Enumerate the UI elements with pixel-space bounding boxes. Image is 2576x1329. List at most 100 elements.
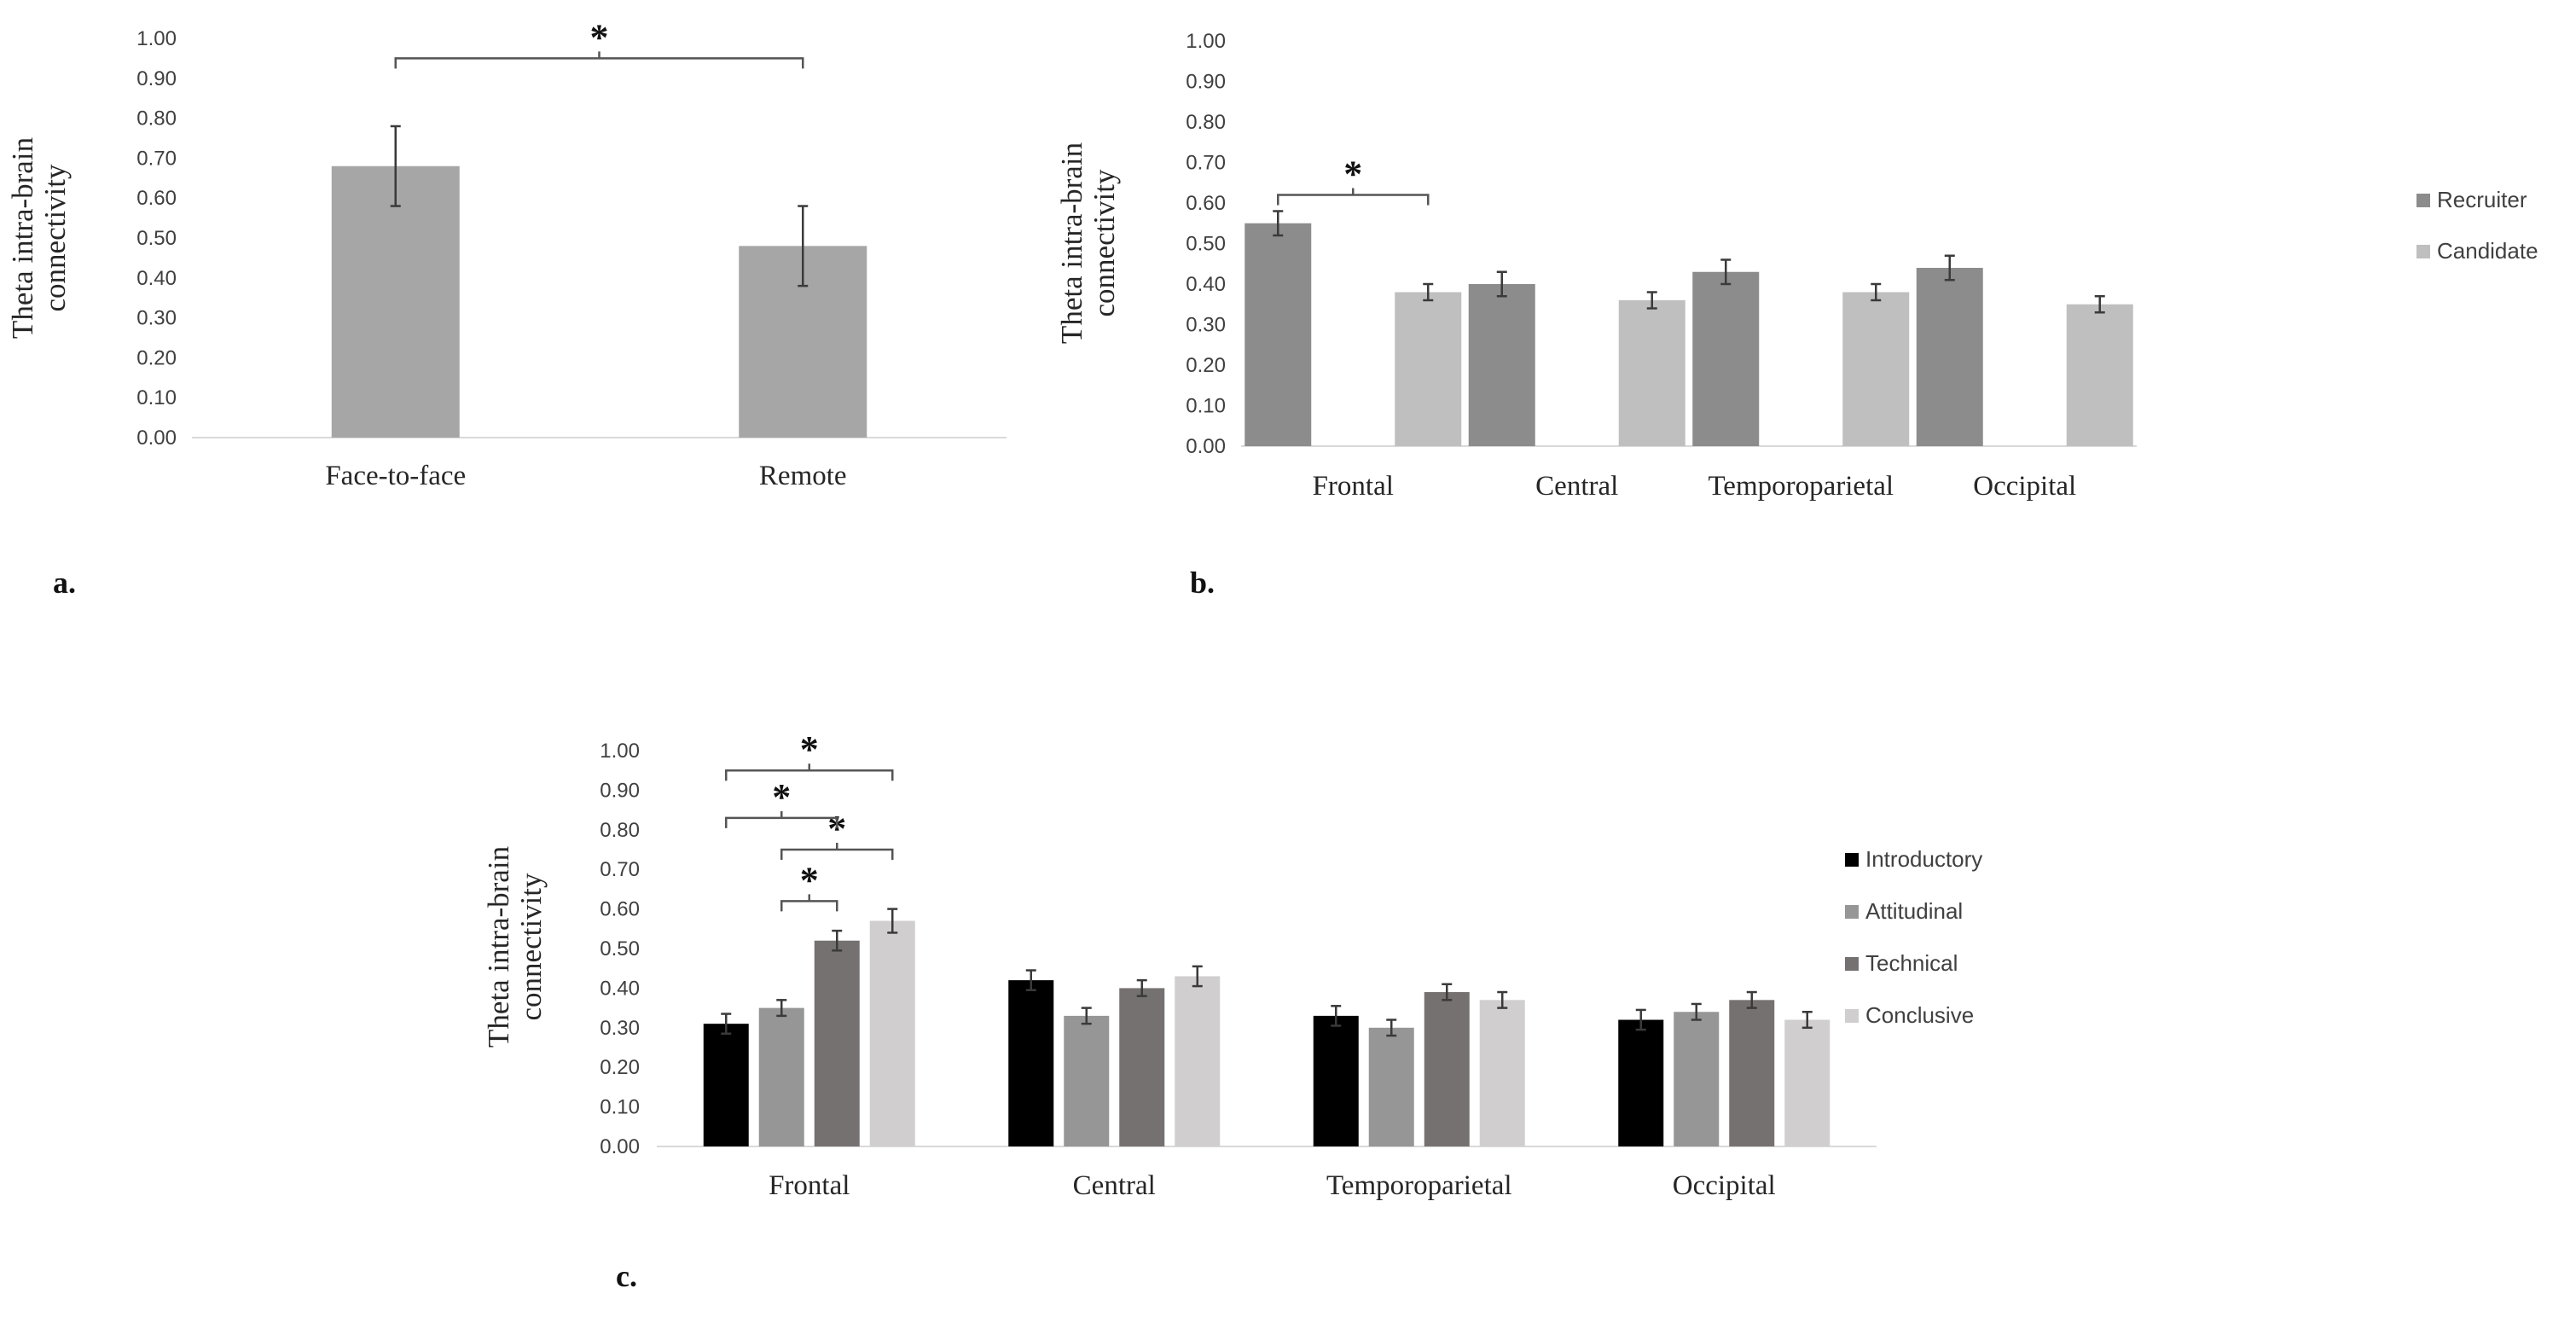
y-tick-label: 0.20 — [1186, 354, 1226, 377]
significance-bracket — [725, 810, 838, 828]
y-tick-label: 0.90 — [136, 67, 177, 90]
panel-label: b. — [1190, 566, 1215, 600]
y-tick-label: 0.50 — [1186, 233, 1226, 256]
bar-attitudinal — [1368, 1027, 1414, 1146]
bar-recruiter — [1244, 223, 1312, 446]
y-tick-label: 0.30 — [1186, 314, 1226, 337]
legend-swatch — [1845, 853, 1859, 867]
y-tick-label: 0.30 — [600, 1017, 640, 1040]
legend-label: Attitudinal — [1865, 898, 1963, 924]
legend-swatch — [1845, 957, 1859, 971]
legend-swatch — [2416, 245, 2430, 258]
bar-value — [331, 165, 460, 438]
y-axis-label: Theta intra-brainconnectivity — [1055, 142, 1121, 344]
bar-introductory — [703, 1024, 749, 1146]
y-tick-label: 0.70 — [1186, 152, 1226, 175]
y-tick-label: 1.00 — [600, 740, 640, 763]
legend-swatch — [1845, 905, 1859, 919]
legend-label: Conclusive — [1865, 1002, 1974, 1028]
bar-candidate — [1842, 292, 1910, 446]
significance-bracket — [780, 894, 838, 912]
x-category-label: Face-to-face — [325, 461, 466, 491]
chart-c: 0.00 0.10 0.20 0.30 0.40 0.50 0.60 0.70 0.80 0.90… — [482, 728, 1982, 1293]
x-category-label: Remote — [759, 461, 847, 491]
y-tick-label: 0.20 — [136, 346, 177, 369]
y-tick-label: 0.10 — [136, 386, 177, 409]
significance-bracket — [725, 763, 894, 781]
legend-label: Candidate — [2437, 238, 2538, 264]
y-tick-label: 0.00 — [600, 1135, 640, 1158]
y-axis-label-line: connectivity — [514, 873, 548, 1021]
y-tick-label: 0.10 — [600, 1096, 640, 1119]
significance-bracket — [394, 51, 804, 69]
y-tick-label: 0.30 — [136, 307, 177, 330]
y-tick-label: 1.00 — [1186, 30, 1226, 53]
x-category-label: Temporoparietal — [1326, 1170, 1512, 1201]
y-axis-label-line: Theta intra-brain — [482, 846, 515, 1048]
bar-candidate — [1395, 292, 1462, 446]
y-axis-label-line: Theta intra-brain — [6, 137, 39, 339]
x-category-label: Frontal — [1313, 471, 1394, 502]
bar-recruiter — [1916, 268, 1983, 446]
x-category-label: Central — [1535, 471, 1618, 502]
y-tick-label: 0.80 — [600, 819, 640, 842]
significance-star: * — [827, 808, 846, 850]
significance-star: * — [590, 16, 609, 58]
bar-candidate — [2066, 304, 2133, 446]
legend-label: Introductory — [1865, 846, 1982, 872]
x-category-label: Occipital — [1973, 471, 2076, 502]
y-tick-label: 0.50 — [600, 937, 640, 960]
bar-attitudinal — [1674, 1012, 1720, 1146]
bar-conclusive — [1175, 976, 1221, 1146]
significance-star: * — [800, 728, 819, 770]
chart-b: 0.00 0.10 0.20 0.30 0.40 0.50 0.60 0.70 0.80 0.90… — [1055, 30, 2538, 600]
significance-bracket — [780, 843, 894, 860]
bar-recruiter — [1692, 271, 1760, 446]
panel-label: c. — [616, 1259, 637, 1293]
significance-bracket — [1277, 188, 1430, 206]
y-tick-label: 0.40 — [1186, 273, 1226, 296]
x-category-label: Central — [1073, 1170, 1156, 1201]
y-axis-label: Theta intra-brainconnectivity — [482, 846, 548, 1048]
y-tick-label: 0.10 — [1186, 395, 1226, 418]
bar-recruiter — [1468, 284, 1535, 446]
y-axis-label-line: connectivity — [38, 164, 72, 312]
y-tick-label: 0.70 — [136, 147, 177, 170]
y-tick-label: 0.00 — [1186, 435, 1226, 458]
bar-introductory — [1008, 980, 1054, 1146]
x-category-label: Frontal — [769, 1170, 850, 1201]
legend-label: Technical — [1865, 950, 1958, 976]
y-tick-label: 0.40 — [136, 267, 177, 290]
y-tick-label: 0.60 — [1186, 192, 1226, 215]
bar-introductory — [1313, 1015, 1359, 1146]
y-tick-label: 1.00 — [136, 27, 177, 50]
y-tick-label: 0.90 — [1186, 71, 1226, 94]
legend-swatch — [2416, 194, 2430, 207]
bar-attitudinal — [758, 1007, 804, 1146]
significance-star: * — [1343, 154, 1362, 195]
legend-label: Recruiter — [2437, 187, 2527, 212]
legend-swatch — [1845, 1009, 1859, 1023]
bar-introductory — [1618, 1019, 1664, 1146]
y-tick-label: 0.70 — [600, 858, 640, 881]
bar-technical — [1729, 1000, 1775, 1146]
bar-technical — [1424, 992, 1470, 1146]
bar-conclusive — [1784, 1019, 1830, 1146]
y-tick-label: 0.00 — [136, 427, 177, 450]
bar-technical — [1119, 988, 1165, 1146]
y-tick-label: 0.60 — [136, 187, 177, 210]
bar-candidate — [1618, 300, 1685, 446]
y-tick-label: 0.60 — [600, 898, 640, 921]
y-tick-label: 0.80 — [1186, 111, 1226, 134]
y-axis-label: Theta intra-brainconnectivity — [6, 137, 72, 339]
y-tick-label: 0.40 — [600, 977, 640, 1000]
y-tick-label: 0.50 — [136, 227, 177, 250]
chart-a: 0.00 0.10 0.20 0.30 0.40 0.50 0.60 0.70 0.80 0.90… — [6, 16, 1007, 600]
y-axis-label-line: Theta intra-brain — [1055, 142, 1088, 344]
y-axis-label-line: connectivity — [1088, 169, 1121, 317]
y-tick-label: 0.90 — [600, 779, 640, 802]
y-tick-label: 0.80 — [136, 107, 177, 131]
bar-attitudinal — [1064, 1015, 1110, 1146]
x-category-label: Temporoparietal — [1708, 471, 1894, 502]
significance-star: * — [772, 776, 791, 818]
